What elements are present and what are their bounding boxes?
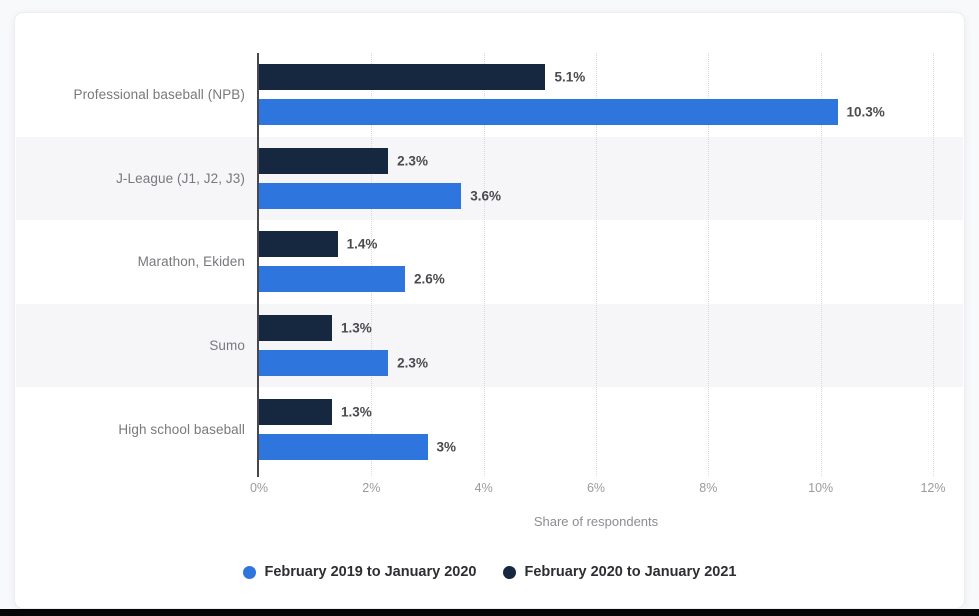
bar-feb2019-jan2020[interactable]: 2.6% <box>259 266 445 293</box>
bar-value-label: 1.3% <box>341 404 372 420</box>
category-label: Marathon, Ekiden <box>137 254 245 270</box>
legend-dot-icon <box>242 565 256 579</box>
chart-row-professional-baseball: Professional baseball (NPB) 5.1% 10.3% <box>16 53 963 137</box>
category-label: Sumo <box>209 338 245 354</box>
legend-item-feb2020-jan2021[interactable]: February 2020 to January 2021 <box>502 564 737 580</box>
bar-group: 5.1% 10.3% <box>259 53 933 137</box>
chart-row-marathon-ekiden: Marathon, Ekiden 1.4% 2.6% <box>16 220 963 304</box>
chart-legend: February 2019 to January 2020 February 2… <box>15 564 964 580</box>
chart-card: Professional baseball (NPB) 5.1% 10.3% J… <box>14 12 965 609</box>
legend-item-feb2019-jan2020[interactable]: February 2019 to January 2020 <box>242 564 477 580</box>
x-axis-label: Share of respondents <box>533 514 659 529</box>
x-tick: 4% <box>474 481 493 495</box>
bar-value-label: 2.3% <box>397 153 428 169</box>
chart-plot-area: Professional baseball (NPB) 5.1% 10.3% J… <box>16 53 963 471</box>
bar-value-label: 5.1% <box>554 69 586 85</box>
bar-value-label: 3.6% <box>470 188 501 204</box>
x-axis-label-wrap: Share of respondents <box>259 513 933 531</box>
category-label: High school baseball <box>118 421 245 437</box>
x-tick: 2% <box>362 481 381 495</box>
bar-feb2020-jan2021[interactable]: 1.3% <box>259 398 372 425</box>
chart-row-j-league: J-League (J1, J2, J3) 2.3% 3.6% <box>16 136 963 221</box>
bar-feb2019-jan2020[interactable]: 2.3% <box>259 350 428 377</box>
x-tick: 0% <box>249 481 269 495</box>
bar-group: 1.3% 3% <box>259 387 933 471</box>
bar-value-label: 1.4% <box>346 236 378 252</box>
bar-group: 1.4% 2.6% <box>259 220 933 304</box>
x-axis-ticks: 0% 2% 4% 6% 8% 10% 12% <box>250 481 946 499</box>
window-bottom-edge <box>0 609 979 616</box>
bar-group: 1.3% 2.3% <box>259 304 933 388</box>
bar-feb2019-jan2020[interactable]: 3% <box>259 433 456 460</box>
category-label: Professional baseball (NPB) <box>73 87 245 103</box>
chart-row-sumo: Sumo 1.3% 2.3% <box>16 303 963 388</box>
legend-label: February 2020 to January 2021 <box>524 564 737 580</box>
category-label: J-League (J1, J2, J3) <box>116 170 245 186</box>
x-tick: 8% <box>699 481 718 495</box>
bar-feb2020-jan2021[interactable]: 1.4% <box>259 231 377 258</box>
x-tick: 12% <box>920 481 946 495</box>
bar-group: 2.3% 3.6% <box>259 137 933 221</box>
bar-feb2019-jan2020[interactable]: 10.3% <box>259 99 885 126</box>
bar-value-label: 1.3% <box>341 320 372 336</box>
legend-dot-icon <box>502 565 516 579</box>
bar-value-label: 2.6% <box>414 271 445 287</box>
bar-value-label: 3% <box>436 439 457 455</box>
bar-value-label: 10.3% <box>846 104 885 120</box>
chart-row-high-school-baseball: High school baseball 1.3% 3% <box>16 387 963 471</box>
bar-feb2020-jan2021[interactable]: 5.1% <box>259 64 585 91</box>
x-tick: 6% <box>586 481 606 495</box>
bar-feb2019-jan2020[interactable]: 3.6% <box>259 182 501 209</box>
bar-feb2020-jan2021[interactable]: 1.3% <box>259 315 372 342</box>
x-tick: 10% <box>808 481 834 495</box>
legend-label: February 2019 to January 2020 <box>264 564 477 580</box>
bar-value-label: 2.3% <box>397 355 428 371</box>
bar-feb2020-jan2021[interactable]: 2.3% <box>259 147 428 174</box>
